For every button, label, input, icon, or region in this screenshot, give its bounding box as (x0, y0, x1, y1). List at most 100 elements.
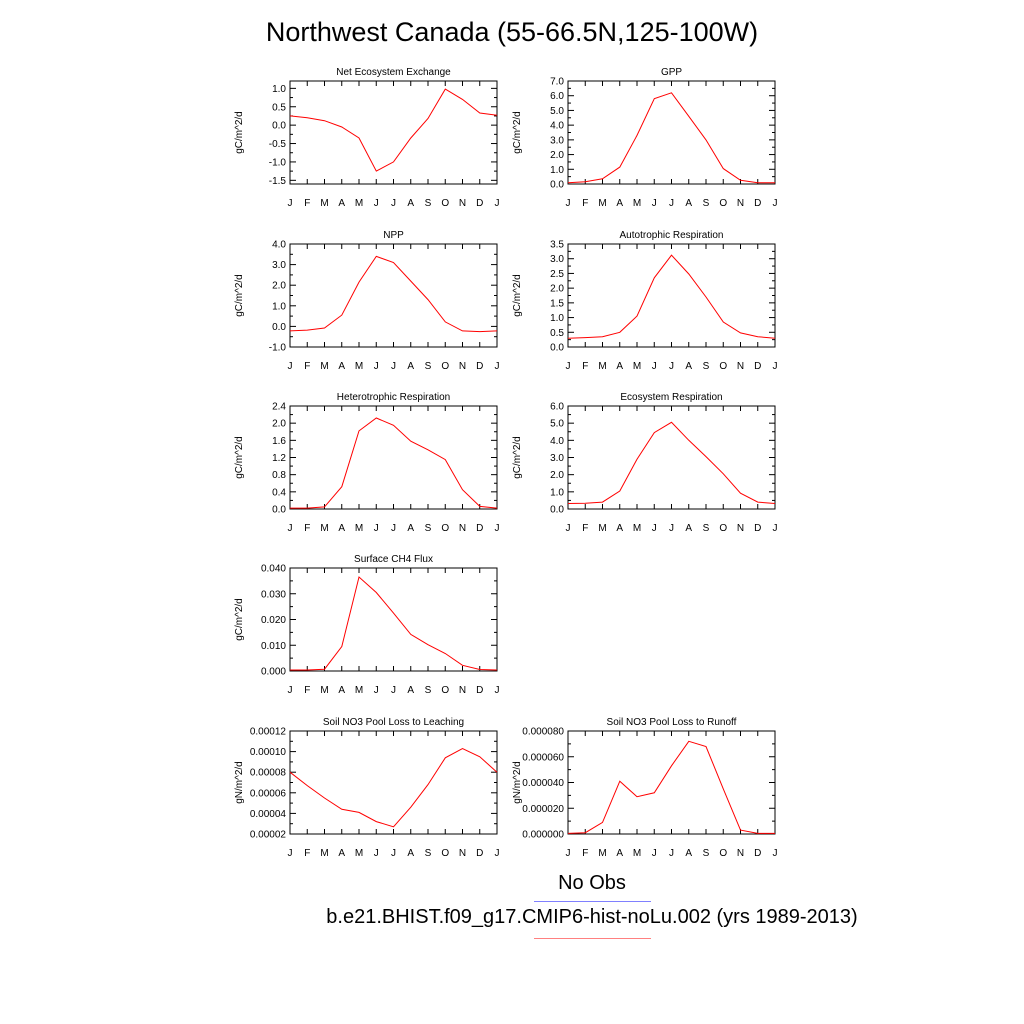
x-tick-label: A (616, 523, 623, 534)
y-tick-label: 3.0 (550, 453, 564, 464)
y-tick-label: 0.000060 (522, 752, 564, 763)
y-tick-label: 7.0 (550, 77, 564, 88)
y-tick-label: 3.0 (272, 260, 286, 271)
y-axis-label: gC/m^2/d (234, 274, 245, 317)
y-tick-label: 4.0 (550, 436, 564, 447)
x-tick-label: J (495, 685, 500, 696)
y-tick-label: 6.0 (550, 91, 564, 102)
y-tick-label: -1.5 (269, 176, 287, 187)
x-tick-label: J (566, 361, 571, 372)
chart-title: Soil NO3 Pool Loss to Leaching (323, 717, 464, 728)
x-tick-label: A (685, 361, 692, 372)
x-tick-label: A (407, 198, 414, 209)
y-tick-label: 1.6 (272, 436, 286, 447)
y-tick-label: 0.00008 (250, 768, 287, 779)
x-tick-label: D (476, 361, 483, 372)
y-tick-label: 1.2 (272, 453, 286, 464)
x-tick-label: S (703, 198, 710, 209)
x-tick-label: A (338, 361, 345, 372)
x-tick-label: D (476, 848, 483, 859)
x-tick-label: S (703, 361, 710, 372)
y-tick-label: 0.0 (550, 343, 564, 354)
y-tick-label: 0.0 (272, 322, 286, 333)
x-tick-label: J (288, 198, 293, 209)
y-tick-label: 1.0 (272, 84, 286, 95)
plot-frame (567, 80, 776, 185)
series-line (567, 421, 776, 504)
x-tick-label: J (374, 523, 379, 534)
x-tick-label: N (459, 523, 466, 534)
x-tick-label: J (773, 848, 778, 859)
x-tick-label: A (685, 848, 692, 859)
y-tick-label: 0.00006 (250, 788, 287, 799)
y-tick-label: 1.0 (272, 301, 286, 312)
y-tick-label: 1.5 (550, 298, 564, 309)
chart-title: NPP (383, 230, 404, 241)
x-tick-label: S (703, 848, 710, 859)
x-tick-label: N (737, 523, 744, 534)
y-tick-label: 4.0 (550, 121, 564, 132)
y-tick-label: 2.0 (272, 419, 286, 430)
x-tick-label: J (391, 361, 396, 372)
x-tick-label: J (495, 198, 500, 209)
x-tick-label: O (719, 361, 727, 372)
y-tick-label: 2.0 (550, 470, 564, 481)
x-tick-label: M (633, 198, 641, 209)
x-tick-label: J (566, 523, 571, 534)
x-tick-label: M (355, 685, 363, 696)
x-tick-label: M (355, 198, 363, 209)
x-tick-label: A (338, 848, 345, 859)
x-tick-label: J (374, 198, 379, 209)
y-tick-label: 0.040 (261, 564, 286, 575)
y-tick-label: 0.000020 (522, 804, 564, 815)
y-tick-label: 0.4 (272, 487, 286, 498)
x-tick-label: O (719, 198, 727, 209)
y-tick-label: 0.020 (261, 615, 286, 626)
x-tick-label: O (441, 361, 449, 372)
x-tick-label: F (304, 523, 310, 534)
x-tick-label: J (652, 848, 657, 859)
x-tick-label: J (566, 848, 571, 859)
y-tick-label: 0.000 (261, 667, 286, 678)
y-tick-label: 4.0 (272, 240, 286, 251)
x-tick-label: D (754, 361, 761, 372)
x-tick-label: M (355, 361, 363, 372)
x-tick-label: F (582, 361, 588, 372)
y-tick-label: 0.000000 (522, 830, 564, 841)
x-tick-label: M (320, 361, 328, 372)
x-tick-label: D (476, 685, 483, 696)
x-tick-label: F (582, 848, 588, 859)
x-tick-label: M (320, 848, 328, 859)
x-tick-label: A (407, 848, 414, 859)
y-tick-label: 0.00012 (250, 727, 287, 738)
y-tick-label: 1.0 (550, 487, 564, 498)
legend-line-model (534, 938, 651, 939)
x-tick-label: F (582, 523, 588, 534)
x-tick-label: J (391, 685, 396, 696)
plot-frame (289, 567, 498, 672)
y-tick-label: 0.030 (261, 589, 286, 600)
y-tick-label: 0.5 (550, 328, 564, 339)
x-tick-label: M (320, 685, 328, 696)
chart-title: Ecosystem Respiration (620, 392, 722, 403)
x-tick-label: O (441, 523, 449, 534)
y-axis-label: gC/m^2/d (512, 111, 523, 154)
x-tick-label: J (391, 198, 396, 209)
x-tick-label: S (703, 523, 710, 534)
x-tick-label: M (633, 523, 641, 534)
y-tick-label: 0.00010 (250, 747, 287, 758)
x-tick-label: J (495, 848, 500, 859)
legend-label-model: b.e21.BHIST.f09_g17.CMIP6-hist-noLu.002 … (326, 906, 858, 928)
y-tick-label: 1.0 (550, 165, 564, 176)
x-tick-label: J (374, 685, 379, 696)
x-tick-label: S (425, 198, 432, 209)
x-tick-label: J (669, 198, 674, 209)
x-tick-label: J (652, 523, 657, 534)
x-tick-label: O (441, 848, 449, 859)
chart-title: Soil NO3 Pool Loss to Runoff (607, 717, 737, 728)
y-tick-label: 0.0 (550, 180, 564, 191)
x-tick-label: N (737, 848, 744, 859)
plot-frame (289, 730, 498, 835)
